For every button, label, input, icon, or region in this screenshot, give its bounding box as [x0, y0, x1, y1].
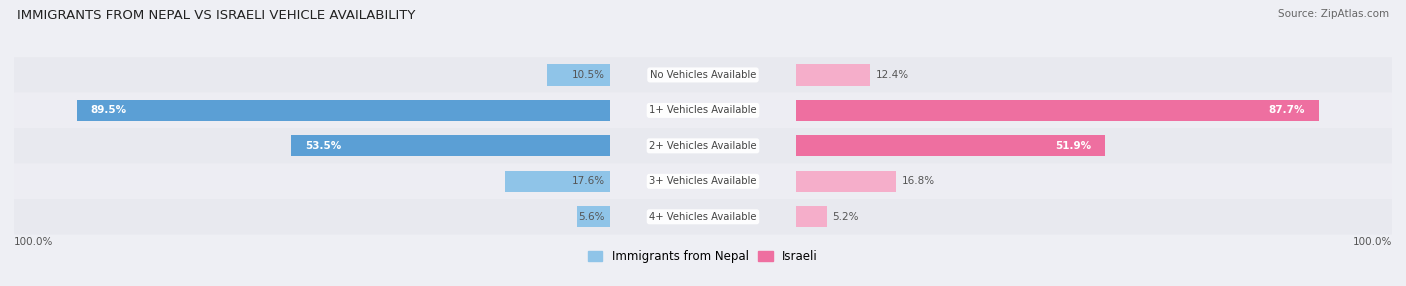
FancyBboxPatch shape [14, 57, 1392, 93]
Text: 89.5%: 89.5% [90, 106, 127, 115]
Bar [796, 171, 896, 192]
Bar [77, 100, 610, 121]
Text: 5.2%: 5.2% [832, 212, 859, 222]
FancyBboxPatch shape [14, 93, 1392, 128]
FancyBboxPatch shape [14, 164, 1392, 199]
Text: Source: ZipAtlas.com: Source: ZipAtlas.com [1278, 9, 1389, 19]
Bar [547, 64, 610, 86]
Legend: Immigrants from Nepal, Israeli: Immigrants from Nepal, Israeli [583, 245, 823, 268]
Bar [796, 100, 1319, 121]
Text: 1+ Vehicles Available: 1+ Vehicles Available [650, 106, 756, 115]
Text: 10.5%: 10.5% [571, 70, 605, 80]
Bar [291, 135, 610, 156]
Text: 100.0%: 100.0% [14, 237, 53, 247]
Text: 2+ Vehicles Available: 2+ Vehicles Available [650, 141, 756, 151]
Text: 53.5%: 53.5% [305, 141, 342, 151]
FancyBboxPatch shape [14, 128, 1392, 164]
FancyBboxPatch shape [14, 199, 1392, 235]
Bar [796, 135, 1105, 156]
Text: 4+ Vehicles Available: 4+ Vehicles Available [650, 212, 756, 222]
Text: 51.9%: 51.9% [1056, 141, 1091, 151]
Text: 17.6%: 17.6% [571, 176, 605, 186]
Text: 16.8%: 16.8% [901, 176, 935, 186]
Text: 100.0%: 100.0% [1353, 237, 1392, 247]
Text: 87.7%: 87.7% [1268, 106, 1305, 115]
Bar [576, 206, 610, 227]
Text: 5.6%: 5.6% [578, 212, 605, 222]
Text: 3+ Vehicles Available: 3+ Vehicles Available [650, 176, 756, 186]
Text: No Vehicles Available: No Vehicles Available [650, 70, 756, 80]
Text: IMMIGRANTS FROM NEPAL VS ISRAELI VEHICLE AVAILABILITY: IMMIGRANTS FROM NEPAL VS ISRAELI VEHICLE… [17, 9, 415, 21]
Bar [505, 171, 610, 192]
Bar [796, 206, 827, 227]
Bar [796, 64, 870, 86]
Text: 12.4%: 12.4% [876, 70, 908, 80]
